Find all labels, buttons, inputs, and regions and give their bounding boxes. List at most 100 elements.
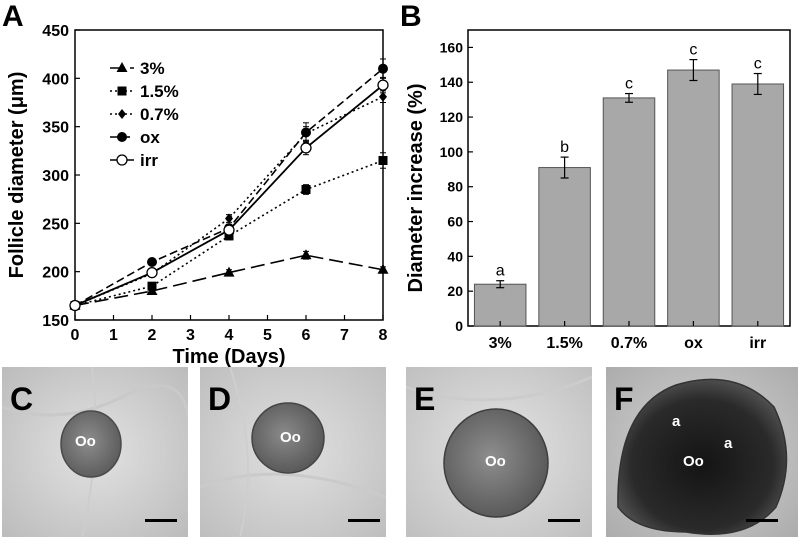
data-point xyxy=(301,127,311,138)
data-point xyxy=(377,79,389,91)
data-point xyxy=(147,257,157,267)
significance-label: b xyxy=(560,139,569,156)
oocyte-label: Oo xyxy=(485,453,506,470)
y-tick-label: 120 xyxy=(440,109,464,125)
significance-label: c xyxy=(625,76,633,93)
x-tick-label: 6 xyxy=(302,327,311,344)
data-point xyxy=(379,91,387,102)
significance-label: a xyxy=(496,263,505,280)
y-tick-label: 400 xyxy=(42,71,69,88)
y-tick-label: 150 xyxy=(42,313,69,330)
panel-letter-a: A xyxy=(2,0,24,33)
x-tick-label: 3% xyxy=(489,335,512,352)
antrum-label: a xyxy=(672,413,681,430)
scale-bar xyxy=(145,519,177,522)
data-point xyxy=(224,231,234,241)
y-tick-label: 80 xyxy=(447,179,463,195)
legend-swatch-marker xyxy=(116,154,128,166)
data-point xyxy=(146,266,158,279)
legend-label: 3% xyxy=(140,59,165,78)
scale-bar xyxy=(348,519,380,522)
legend-label: ox xyxy=(140,128,160,147)
panel-letter-b: B xyxy=(400,0,422,33)
bar xyxy=(602,97,656,327)
bar xyxy=(667,69,720,327)
x-tick-label: 1.5% xyxy=(546,335,582,352)
legend-swatch-marker xyxy=(118,109,126,119)
micrograph-letter: C xyxy=(10,381,34,417)
series-0-7pct xyxy=(71,90,387,311)
x-tick-label: irr xyxy=(749,335,766,352)
legend: 3% 1.5% 0.7% ox irr xyxy=(110,59,179,170)
y-tick-label: 0 xyxy=(455,318,463,334)
data-point xyxy=(300,249,312,260)
significance-label: c xyxy=(689,42,697,59)
micrograph-d-image xyxy=(200,367,386,537)
bar xyxy=(538,167,591,327)
y-tick-label: 350 xyxy=(42,120,69,137)
micrograph-d: D Oo xyxy=(200,367,386,537)
series-3pct xyxy=(69,249,389,310)
micrograph-letter: E xyxy=(414,381,436,417)
y-tick-label: 160 xyxy=(440,39,464,55)
scale-bar xyxy=(548,519,580,522)
series-line xyxy=(74,254,384,307)
data-point xyxy=(225,213,233,224)
data-point xyxy=(377,263,389,274)
y-tick-label: 300 xyxy=(42,168,69,185)
data-point xyxy=(378,63,388,74)
data-point xyxy=(378,156,388,165)
x-tick-label: 1 xyxy=(109,327,118,344)
x-tick-label: 0 xyxy=(71,327,80,344)
micrograph-f-image xyxy=(606,367,798,537)
legend-swatch-marker xyxy=(117,132,127,142)
legend-label: 0.7% xyxy=(140,105,179,124)
oocyte-label: Oo xyxy=(75,433,96,450)
micrograph-f: F Oo a a xyxy=(606,367,798,537)
y-tick-label: 60 xyxy=(447,214,463,230)
micrograph-c: C Oo xyxy=(2,367,188,537)
legend-label: 1.5% xyxy=(140,82,179,101)
micrograph-c-image xyxy=(2,367,188,537)
x-tick-label: 2 xyxy=(148,327,157,344)
data-point xyxy=(223,224,235,236)
legend-label: irr xyxy=(140,151,158,170)
x-tick-label: 3 xyxy=(186,327,195,344)
x-tick-label: 5 xyxy=(263,327,272,344)
oocyte-label: Oo xyxy=(280,429,301,446)
y-tick-label: 450 xyxy=(42,23,69,40)
y-tick-label: 40 xyxy=(447,248,463,264)
data-point xyxy=(69,299,81,312)
y-tick-label: 100 xyxy=(440,144,464,160)
line-chart-follicle-diameter: 150 200 250 300 350 400 450 0 1 2 3 4 5 6 7 8 Time (Days… xyxy=(6,23,389,367)
x-tick-label: 4 xyxy=(225,327,234,344)
x-axis-label: Time (Days) xyxy=(172,346,285,367)
y-axis-label: Diameter increase (%) xyxy=(405,84,427,293)
y-axis-label: Follicle diameter (μm) xyxy=(6,72,28,279)
y-tick-label: 250 xyxy=(42,216,69,233)
legend-swatch-marker xyxy=(116,62,128,72)
micrograph-letter: D xyxy=(208,381,232,417)
antrum-label: a xyxy=(724,435,733,452)
y-tick-label: 20 xyxy=(447,283,463,299)
bar xyxy=(731,83,785,327)
oocyte-label: Oo xyxy=(683,453,704,470)
x-tick-label: ox xyxy=(684,335,703,352)
series-irr xyxy=(69,76,389,312)
significance-label: c xyxy=(754,56,762,73)
micrograph-e: E Oo xyxy=(406,367,592,537)
x-tick-label: 7 xyxy=(340,327,349,344)
x-tick-label: 0.7% xyxy=(611,335,647,352)
data-point xyxy=(301,185,311,194)
legend-swatch-marker xyxy=(117,86,127,96)
data-point xyxy=(147,281,157,291)
bar xyxy=(473,283,527,327)
y-tick-label: 200 xyxy=(42,265,69,282)
x-tick-label: 8 xyxy=(379,327,388,344)
micrograph-letter: F xyxy=(614,381,634,417)
micrograph-e-image xyxy=(406,367,592,537)
data-point xyxy=(223,266,235,277)
bar-chart-diameter-increase: 0 20 40 60 80 100 120 140 160 Diameter increase (… xyxy=(405,29,791,352)
scale-bar xyxy=(746,519,778,522)
data-point xyxy=(300,142,312,154)
